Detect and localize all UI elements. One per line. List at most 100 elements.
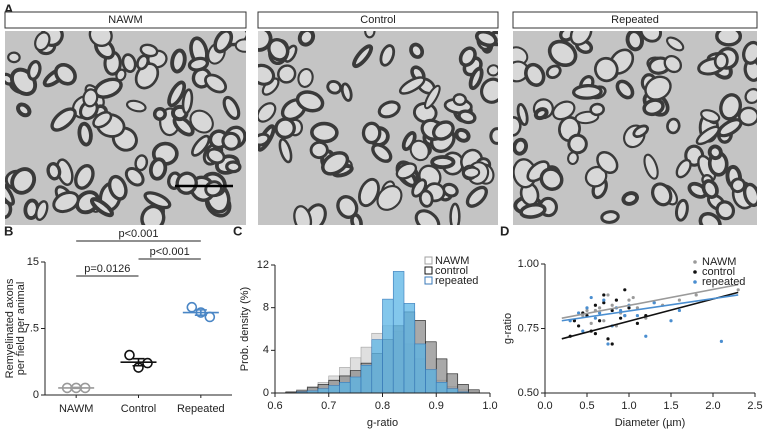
point (186, 301, 198, 313)
point (602, 319, 606, 323)
point (635, 314, 640, 318)
x-tick-label: Control (121, 403, 156, 415)
axon (181, 88, 194, 115)
x-tick-label: 0.5 (579, 400, 594, 412)
axon (600, 210, 620, 224)
y-tick-label: 1.00 (518, 258, 539, 270)
axon (204, 73, 228, 94)
axon (567, 133, 588, 155)
point (610, 308, 614, 313)
axon (134, 154, 149, 172)
axon (666, 117, 681, 135)
axon (715, 200, 736, 221)
image-label: Repeated (611, 14, 659, 26)
axon (596, 151, 619, 175)
point (585, 308, 589, 313)
axon (152, 106, 167, 121)
axon (698, 211, 722, 225)
axon (409, 42, 425, 59)
axon (639, 31, 663, 43)
legend-label: NAWM (435, 255, 469, 267)
axon (666, 36, 685, 52)
axon (310, 121, 339, 144)
point (669, 319, 673, 323)
bar (360, 364, 373, 394)
point (627, 306, 631, 310)
bar (403, 303, 416, 394)
axon (462, 166, 481, 179)
image-header (257, 11, 499, 29)
point (677, 308, 682, 313)
axon (424, 84, 441, 110)
x-tick-label: 0.6 (267, 400, 282, 412)
axon (352, 44, 374, 69)
point (635, 321, 640, 325)
point (619, 316, 623, 320)
point (644, 334, 648, 338)
axon (297, 67, 314, 88)
axon (107, 174, 128, 201)
axon (336, 195, 359, 219)
axon (524, 62, 546, 87)
axon (75, 190, 101, 215)
fit-line (561, 294, 739, 322)
axon (379, 44, 396, 67)
axon (717, 118, 743, 138)
bar (317, 388, 330, 394)
y-tick-label: 0 (33, 389, 39, 401)
axon (513, 137, 528, 156)
axon (519, 202, 547, 219)
point (593, 316, 598, 320)
axon (418, 189, 434, 208)
bar (392, 271, 405, 394)
legend-label: repeated (702, 276, 745, 288)
axon (361, 121, 382, 145)
axon (644, 75, 672, 101)
axon (458, 46, 477, 67)
y-tick-label: 0.50 (518, 387, 539, 399)
axon (213, 31, 234, 54)
x-tick-label: 1.5 (663, 400, 678, 412)
point (602, 301, 606, 305)
axon (364, 31, 376, 39)
axon (737, 106, 757, 127)
legend-label: repeated (435, 275, 478, 287)
point (627, 298, 631, 302)
point (589, 295, 593, 300)
bar (349, 376, 362, 394)
axon (430, 155, 456, 170)
axon (713, 52, 729, 71)
y-tick-label: 15 (27, 256, 39, 268)
axon (326, 79, 343, 95)
legend-label: control (702, 266, 735, 278)
y-tick-label: 4 (263, 344, 269, 356)
axon (297, 31, 316, 47)
axon (278, 138, 293, 164)
error-bar (70, 386, 83, 390)
fit-line (561, 283, 739, 319)
axon (258, 31, 273, 52)
bar (446, 388, 459, 394)
point (694, 293, 698, 297)
image-label: Control (360, 14, 395, 26)
error-bar (132, 357, 145, 367)
axon (258, 63, 276, 86)
axon (675, 158, 692, 179)
point (610, 303, 614, 307)
axon (34, 31, 51, 52)
axon (358, 177, 380, 208)
axon (92, 111, 113, 129)
axon (621, 191, 639, 206)
axon (376, 185, 403, 211)
axon (206, 147, 226, 165)
y-axis-label: Remyelinated axons (4, 278, 16, 378)
axon (5, 180, 15, 206)
point (623, 288, 627, 292)
y-tick-label: 8 (263, 302, 269, 314)
point (719, 339, 724, 343)
axon (480, 77, 498, 104)
point (577, 324, 581, 328)
y-axis-label: g-ratio (502, 313, 514, 344)
